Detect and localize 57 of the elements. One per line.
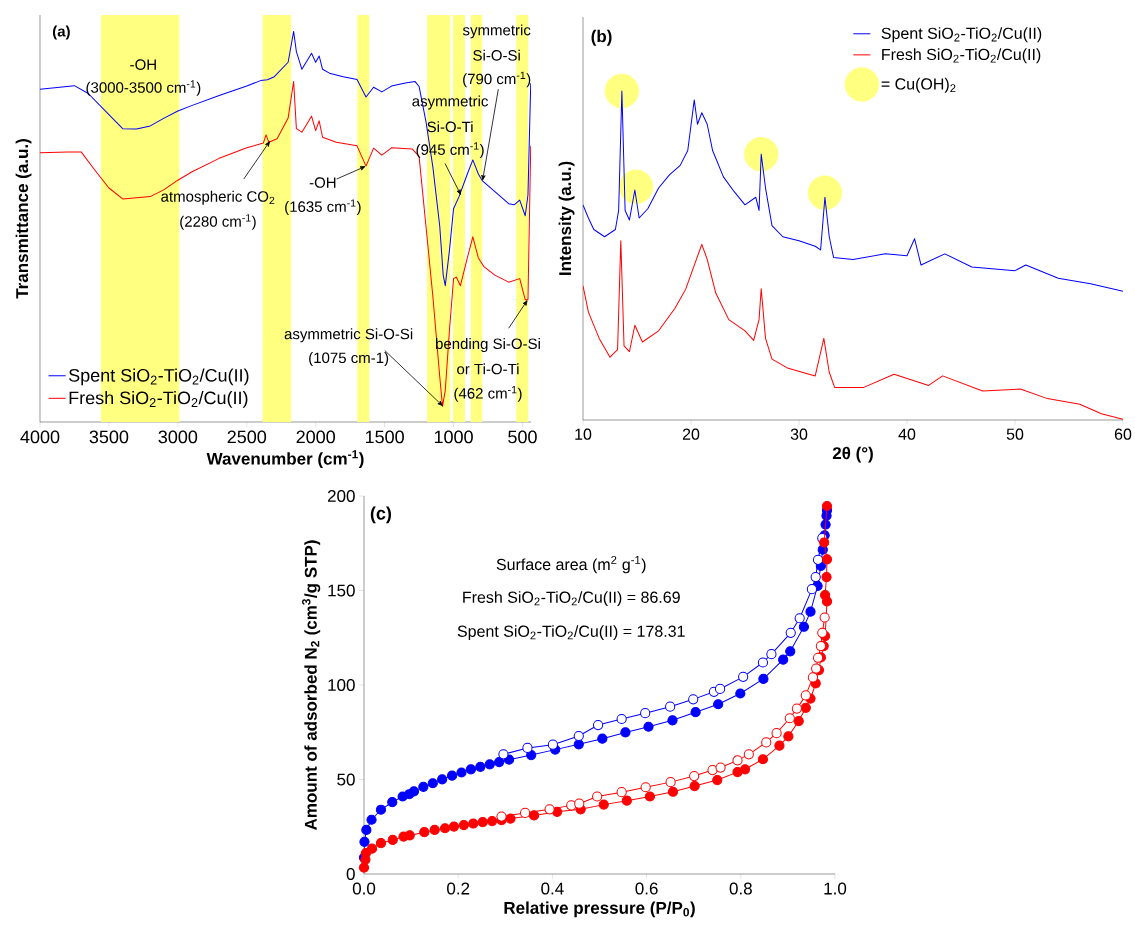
annotation: -OH <box>130 59 156 70</box>
annotation: Fresh SiO$_{2}$-TiO$_{2}$/Cu(II) = 86.69 <box>463 591 680 607</box>
x-tick-label: 40 <box>898 428 916 440</box>
x-tick-label: 3000 <box>158 430 198 444</box>
annotation: or Ti-O-Ti <box>457 363 519 375</box>
annotation: asymmetric Si-O-Si <box>284 328 413 343</box>
x-tick-label: 0.4 <box>541 882 564 895</box>
annotation: Surface area (m$^{2}$ g$^{-1}$) <box>496 555 646 574</box>
legend-label: = Cu(OH)$_{2}$ <box>881 77 956 93</box>
y-axis-title: Intensity (a.u.) <box>558 161 575 275</box>
y-tick-label: 150 <box>328 584 355 597</box>
x-tick-label: 20 <box>682 428 700 440</box>
x-tick-label: 1.0 <box>824 882 847 895</box>
x-tick-label: 0.8 <box>729 882 752 895</box>
x-tick-label: 10 <box>575 428 592 440</box>
x-tick-label: 50 <box>1006 428 1024 440</box>
annotation: (1635 cm$^{-1}$) <box>285 199 361 215</box>
annotation: (462 cm$^{-1}$) <box>454 386 522 402</box>
legend-label: Spent SiO$_{2}$-TiO$_{2}$/Cu(II) <box>69 368 249 386</box>
x-axis-title: Relative pressure (P/P$_{0}$) <box>504 901 695 918</box>
y-axis-title: Transmittance (a.u.) <box>15 139 32 299</box>
annotation: symmetric <box>462 24 531 39</box>
annotation: Spent SiO$_{2}$-TiO$_{2}$/Cu(II) = 178.31 <box>457 625 685 641</box>
x-tick-label: 1500 <box>365 430 404 444</box>
x-tick-label: 500 <box>508 430 537 444</box>
text: (b) <box>591 29 612 46</box>
annotation: asymmetric <box>412 95 489 110</box>
legend-label: Fresh SiO$_{2}$-TiO$_{2}$/Cu(II) <box>882 48 1041 64</box>
annotation: atmospheric CO$_{2}$ <box>161 190 275 205</box>
annotation: (790 cm$^{-1}$) <box>463 71 531 88</box>
x-tick-label: 4000 <box>20 430 60 444</box>
x-tick-label: 30 <box>790 428 808 440</box>
annotation: (2280 cm$^{-1}$) <box>180 214 256 230</box>
annotation: (3000-3500 cm$^{-1}$) <box>86 80 201 96</box>
annotation: Si-O-Si <box>473 49 520 61</box>
x-tick-label: 2000 <box>296 430 336 444</box>
annotation: (c) <box>370 506 392 524</box>
legend-label: Fresh SiO$_{2}$-TiO$_{2}$/Cu(II) <box>69 391 248 408</box>
legend-label: Spent SiO$_{2}$-TiO$_{2}$/Cu(II) <box>881 27 1042 43</box>
x-tick-label: 2500 <box>227 430 267 444</box>
x-tick-label: 60 <box>1114 428 1132 440</box>
x-tick-label: 0.2 <box>447 882 470 895</box>
annotation: -OH <box>309 177 336 188</box>
y-tick-label: 50 <box>337 773 355 786</box>
y-axis-title: Amount of adsorbed N$_{2}$ (cm$^{3}$/g STP) <box>302 540 321 831</box>
x-axis-title: 2θ (°) <box>832 446 873 463</box>
x-tick-label: 0.0 <box>352 882 376 895</box>
x-axis-title: Wavenumber (cm$^{-1}$) <box>206 450 364 469</box>
annotation: (1075 cm-1) <box>309 352 389 367</box>
annotation: (a) <box>52 25 70 40</box>
annotation: Si-O-Ti <box>427 121 473 133</box>
x-tick-label: 0.6 <box>635 882 658 895</box>
x-tick-label: 1000 <box>434 430 473 444</box>
y-tick-label: 100 <box>328 678 355 692</box>
y-tick-label: 0 <box>346 867 355 881</box>
x-tick-label: 3500 <box>89 430 129 444</box>
y-tick-label: 200 <box>327 489 355 503</box>
